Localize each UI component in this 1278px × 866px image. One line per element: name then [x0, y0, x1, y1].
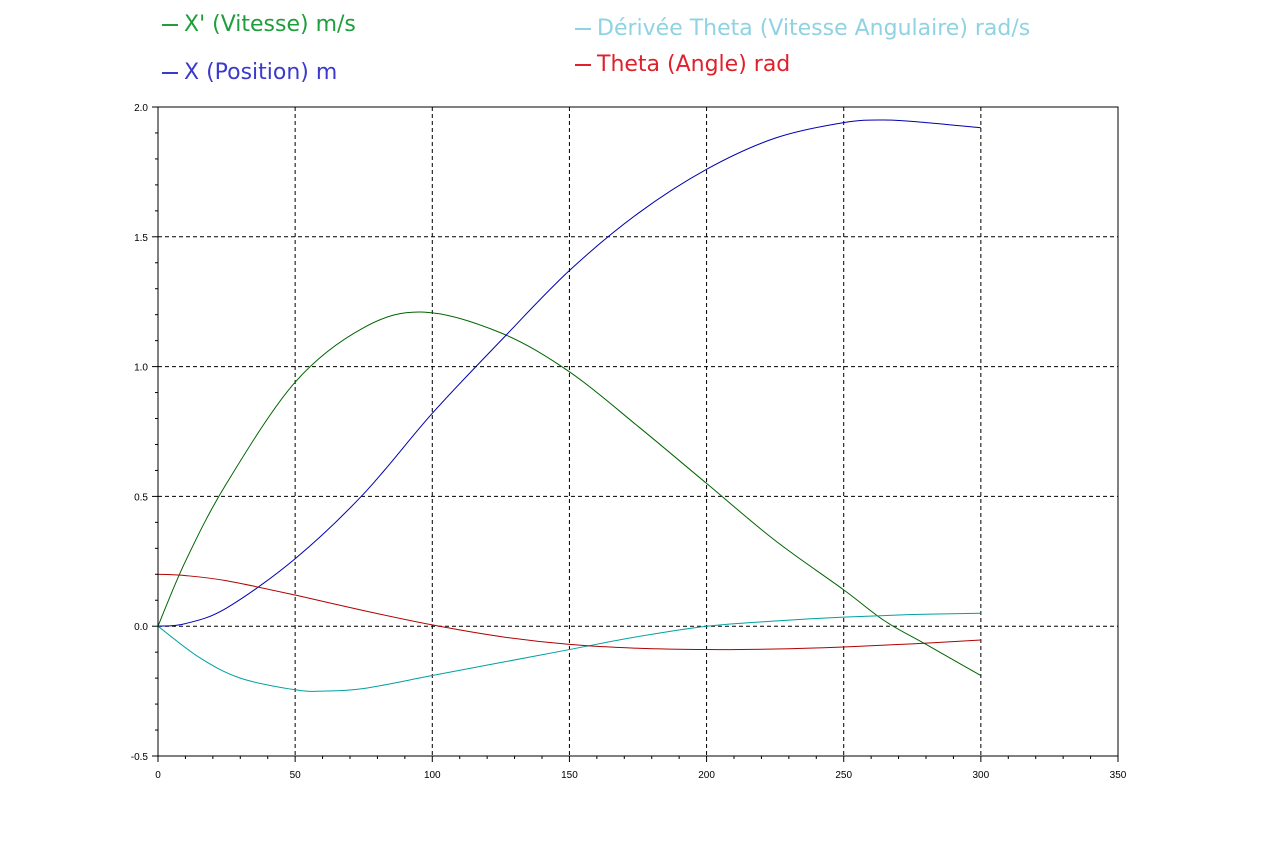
- x-tick-label: 350: [1110, 770, 1127, 781]
- y-tick-label: 2.0: [134, 103, 148, 114]
- y-tick-label: 1.0: [134, 363, 148, 374]
- series-line: [157, 612, 981, 692]
- y-tick-label: 0.0: [134, 622, 148, 633]
- x-tick-label: 300: [973, 770, 990, 781]
- legend-swatch: [162, 24, 178, 26]
- legend-swatch: [575, 28, 591, 30]
- legend-label: Theta (Angle) rad: [597, 52, 791, 77]
- x-tick-label: 150: [561, 770, 578, 781]
- y-tick-label: 1.5: [134, 233, 148, 244]
- legend-swatch: [575, 64, 591, 66]
- chart-series: [157, 119, 982, 692]
- x-tick-label: 50: [290, 770, 302, 781]
- legend-swatch: [162, 72, 178, 74]
- y-tick-label: -0.5: [131, 752, 149, 763]
- legend-item-angle: Theta (Angle) rad: [575, 52, 790, 77]
- plot-frame: [157, 106, 1119, 757]
- series-line: [157, 119, 981, 627]
- legend-item-position: X (Position) m: [162, 60, 337, 85]
- x-tick-label: 250: [835, 770, 852, 781]
- legend-label: X' (Vitesse) m/s: [184, 12, 356, 37]
- legend-item-vitesse-angulaire: Dérivée Theta (Vitesse Angulaire) rad/s: [575, 16, 1030, 41]
- series-line: [157, 311, 982, 676]
- y-tick-label: 0.5: [134, 492, 148, 503]
- legend-label: X (Position) m: [184, 60, 338, 85]
- legend-item-vitesse: X' (Vitesse) m/s: [162, 12, 356, 37]
- x-tick-label: 100: [424, 770, 441, 781]
- legend-label: Dérivée Theta (Vitesse Angulaire) rad/s: [597, 16, 1031, 41]
- x-tick-label: 0: [155, 770, 161, 781]
- x-tick-label: 200: [698, 770, 715, 781]
- chart-grid: [158, 107, 1118, 756]
- chart-axes: 0 50 100 150 200 250 300 350 -0.5 0.0 0.5 1.0 1.5 2.0: [131, 103, 1127, 781]
- series-line: [157, 573, 981, 651]
